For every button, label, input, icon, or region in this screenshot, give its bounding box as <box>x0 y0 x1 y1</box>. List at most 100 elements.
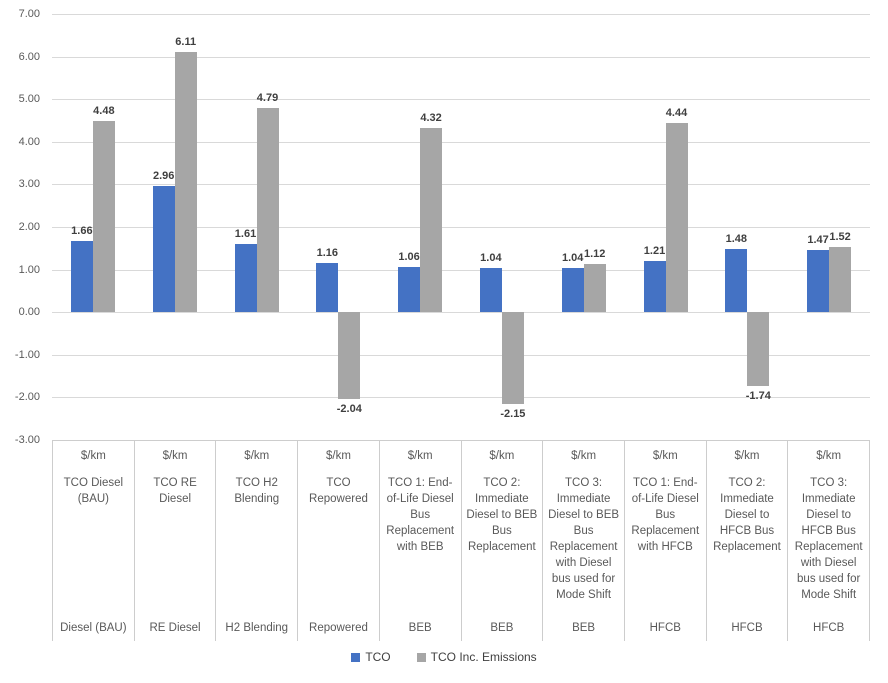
data-label: -2.15 <box>500 407 526 420</box>
data-label: 1.06 <box>398 251 420 264</box>
gridline <box>52 397 870 399</box>
gridline <box>52 227 870 228</box>
y-axis-tick-label: -3.00 <box>14 434 40 446</box>
category-unit-label: $/km <box>80 450 106 462</box>
y-axis-tick-label: 1.00 <box>18 263 40 276</box>
bar-tco <box>152 186 175 313</box>
y-axis-tick-label: 2.00 <box>18 221 40 233</box>
legend-swatch-tco-icon <box>351 652 361 662</box>
bar-tco-inc-emissions <box>665 123 688 313</box>
category-scenario-label: TCO 1: End-of-Life Diesel Bus Replacemen… <box>386 477 455 553</box>
category-unit-label: $/km <box>734 450 760 462</box>
category-unit-label: $/km <box>407 450 433 462</box>
category-axis-table: $/km TCO Diesel (BAU) Diesel (BAU) $/km TCO … <box>52 440 871 641</box>
category-column: $/km TCO 3: Immediate Diesel to BEB Bus R… <box>542 441 624 641</box>
y-axis-tick-label: -2.00 <box>14 391 40 404</box>
bar-tco <box>643 260 666 313</box>
bar-tco <box>70 241 93 313</box>
y-axis-tick-label: 4.00 <box>18 135 40 148</box>
category-unit-label: $/km <box>326 450 351 462</box>
legend-item-tco-inc-emissions: TCO Inc. Emissions <box>416 650 537 664</box>
category-column: $/km TCO 1: End-of-Life Diesel Bus Replac… <box>378 441 461 641</box>
data-label: 1.52 <box>829 231 851 244</box>
gridline <box>52 354 870 356</box>
gridline <box>52 184 870 186</box>
y-axis-tick-label: 7.00 <box>18 8 40 20</box>
data-label: 2.96 <box>152 170 175 183</box>
legend-swatch-tco-inc-emissions-icon <box>416 652 426 662</box>
category-column: $/km TCO Diesel (BAU) Diesel (BAU) <box>52 441 134 641</box>
category-fuel-label: BEB <box>572 622 596 634</box>
bar-tco-inc-emissions <box>747 312 770 387</box>
bar-tco-inc-emissions <box>501 312 524 404</box>
y-axis-tick-label: 3.00 <box>18 178 40 191</box>
data-label: 1.48 <box>725 233 748 246</box>
legend-label-tco: TCO <box>365 650 391 664</box>
bar-tco-inc-emissions <box>256 108 279 313</box>
gridline <box>52 141 870 143</box>
category-fuel-label: RE Diesel <box>149 622 201 634</box>
bar-tco <box>807 249 830 313</box>
bar-tco-inc-emissions <box>338 312 361 400</box>
bar-tco <box>316 262 339 313</box>
legend: TCO TCO Inc. Emissions <box>0 650 888 664</box>
data-label: 1.04 <box>561 251 584 264</box>
category-fuel-label: BEB <box>490 622 514 634</box>
category-scenario-label: TCO Diesel (BAU) <box>63 477 124 505</box>
category-column: $/km TCO 2: Immediate Diesel to BEB Bus R… <box>460 441 543 641</box>
data-label: 1.61 <box>234 227 257 240</box>
category-fuel-label: HFCB <box>649 622 681 634</box>
category-column: $/km TCO 2: Immediate Diesel to HFCB Bus … <box>705 441 788 641</box>
data-label: 1.21 <box>643 244 666 257</box>
category-fuel-label: Repowered <box>309 622 368 634</box>
data-label: 1.04 <box>480 251 502 264</box>
category-scenario-label: TCO 1: End-of-Life Diesel Bus Replacemen… <box>631 477 700 553</box>
data-label: 4.32 <box>420 112 442 125</box>
category-scenario-label: TCO 2: Immediate Diesel to BEB Bus Repla… <box>466 477 538 553</box>
category-unit-label: $/km <box>816 450 842 462</box>
category-unit-label: $/km <box>489 450 515 462</box>
category-scenario-label: TCO 2: Immediate Diesel to HFCB Bus Repl… <box>713 477 781 553</box>
data-label: 1.16 <box>316 246 339 259</box>
category-scenario-label: TCO 3: Immediate Diesel to BEB Bus Repla… <box>548 477 620 601</box>
data-label: 4.44 <box>665 107 688 120</box>
category-column: $/km TCO 1: End-of-Life Diesel Bus Replac… <box>623 441 706 641</box>
data-label: -1.74 <box>745 390 771 403</box>
category-scenario-label: TCO Repowered <box>309 477 368 505</box>
y-axis-tick-label: -1.00 <box>14 348 40 361</box>
y-axis: 7.00 6.00 5.00 4.00 3.00 2.00 1.00 0.00 -1.00 -2.… <box>0 8 44 446</box>
category-fuel-label: HFCB <box>731 622 763 634</box>
data-label: -2.04 <box>336 403 362 416</box>
bar-tco <box>479 267 502 313</box>
category-unit-label: $/km <box>571 450 597 462</box>
category-fuel-label: HFCB <box>813 622 845 634</box>
category-fuel-label: BEB <box>408 622 432 634</box>
bar-tco <box>725 249 748 313</box>
category-scenario-label: TCO RE Diesel <box>153 477 197 505</box>
category-fuel-label: Diesel (BAU) <box>60 622 127 634</box>
bar-tco <box>398 267 421 313</box>
category-column: $/km TCO Repowered Repowered <box>297 441 379 641</box>
data-label: 6.11 <box>175 35 197 48</box>
category-unit-label: $/km <box>652 450 678 462</box>
bar-tco <box>234 243 257 313</box>
category-fuel-label: H2 Blending <box>225 622 289 634</box>
gridline <box>52 56 870 58</box>
bar-tco <box>561 267 584 313</box>
gridline <box>52 312 870 314</box>
gridline <box>52 269 870 271</box>
category-scenario-label: TCO 3: Immediate Diesel to HFCB Bus Repl… <box>794 477 863 601</box>
category-column: $/km TCO H2 Blending H2 Blending <box>215 441 297 641</box>
plot-area: 1.66 2.96 1.61 1.16 1.06 1.04 1.04 1.21 1.48 1.47… <box>52 14 870 441</box>
gridline <box>52 14 870 15</box>
bar-tco-inc-emissions <box>420 128 443 313</box>
category-column: $/km TCO 3: Immediate Diesel to HFCB Bus … <box>787 441 871 641</box>
y-axis-tick-label: 6.00 <box>18 50 40 63</box>
category-column: $/km TCO RE Diesel RE Diesel <box>133 441 216 641</box>
y-axis-tick-label: 0.00 <box>18 306 40 319</box>
data-label: 1.47 <box>807 233 829 246</box>
bar-tco-inc-emissions <box>583 264 606 313</box>
category-scenario-label: TCO H2 Blending <box>234 477 280 505</box>
y-axis-tick-label: 5.00 <box>18 93 40 106</box>
